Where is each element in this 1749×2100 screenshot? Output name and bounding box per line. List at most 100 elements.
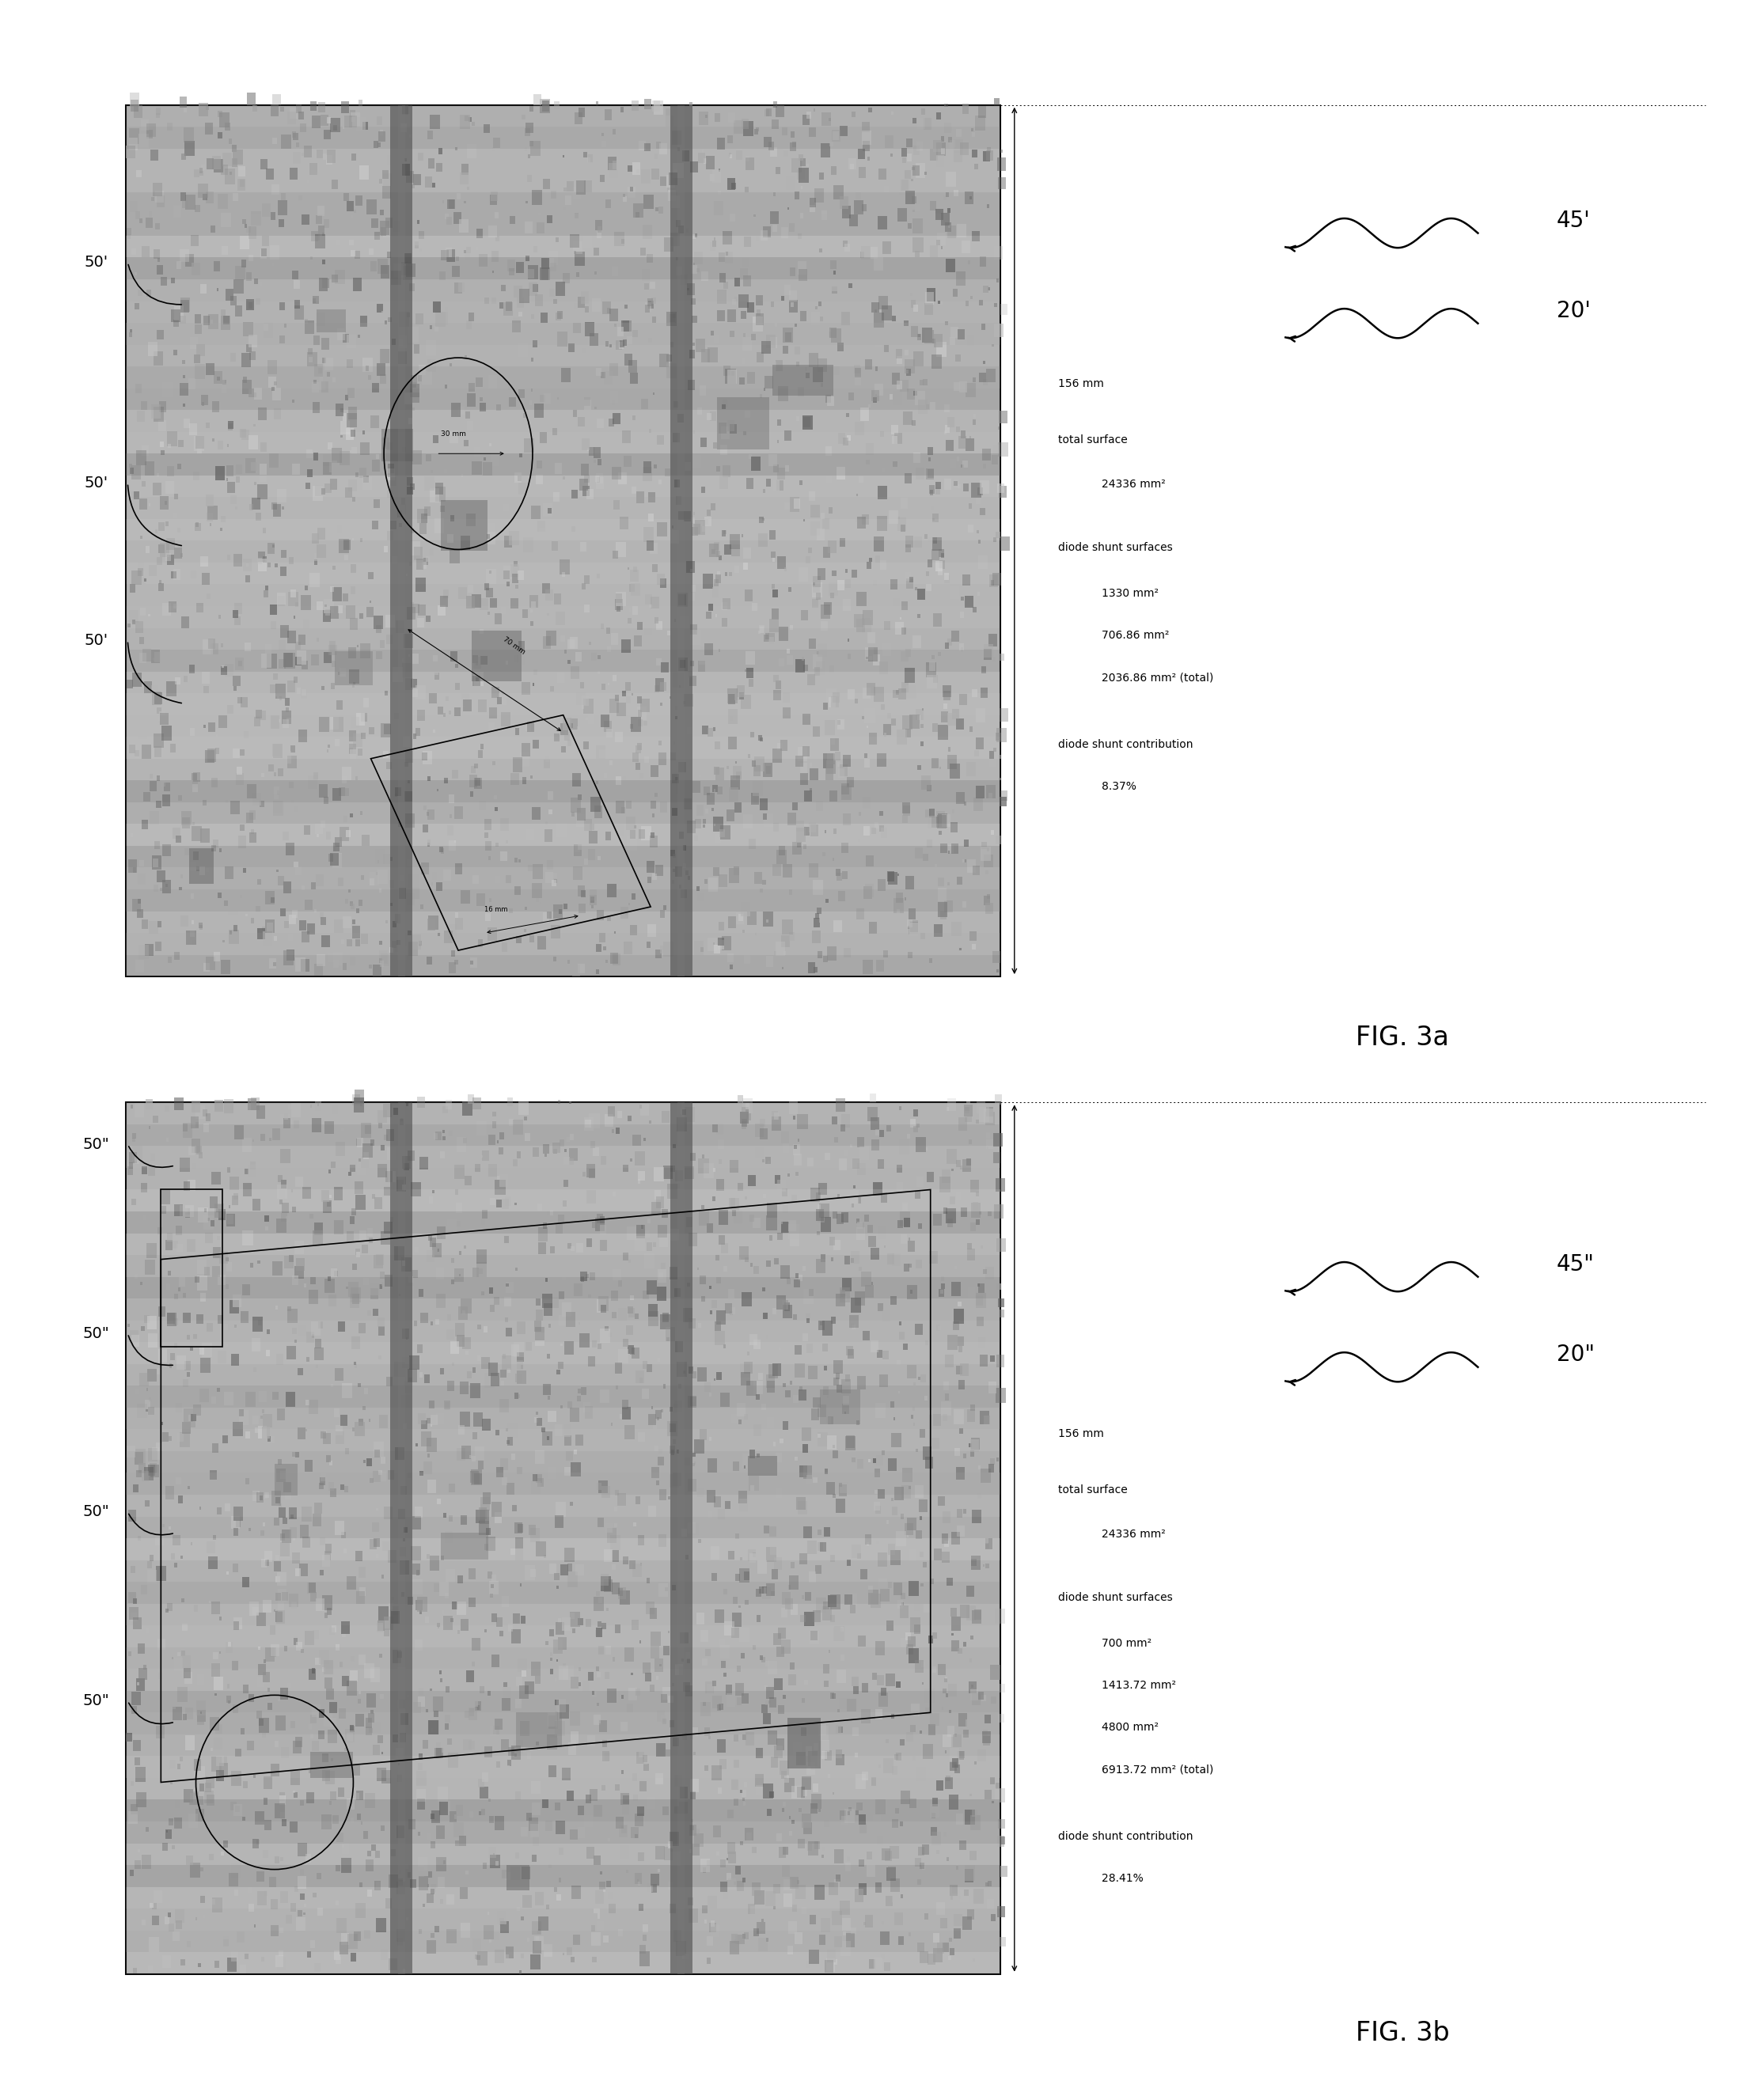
Bar [159, 401, 166, 412]
Bar [436, 483, 442, 494]
Bar [603, 773, 607, 777]
Bar [974, 1361, 981, 1371]
Bar [626, 899, 631, 905]
Bar [883, 1758, 894, 1772]
Bar [126, 758, 1000, 781]
Bar [194, 355, 199, 363]
Bar [233, 687, 236, 691]
Bar [794, 191, 799, 200]
Bar [289, 1594, 299, 1606]
Bar [775, 1176, 780, 1184]
Bar [563, 1953, 565, 1955]
Bar [869, 655, 873, 662]
Bar [916, 1531, 922, 1539]
Bar [563, 273, 570, 284]
Bar [451, 1279, 455, 1283]
Bar [899, 1140, 909, 1155]
Bar [434, 435, 439, 443]
Bar [701, 1205, 705, 1210]
Bar [983, 361, 985, 363]
Bar [881, 1922, 883, 1924]
Bar [824, 1365, 827, 1371]
Bar [157, 1348, 168, 1363]
Bar [962, 1917, 972, 1930]
Bar [371, 1667, 380, 1682]
Bar [194, 437, 205, 451]
Bar [334, 1520, 345, 1535]
Bar [248, 389, 254, 397]
Bar [619, 342, 624, 349]
Bar [315, 874, 324, 886]
Bar [656, 141, 661, 149]
Bar [348, 748, 353, 754]
Bar [262, 1413, 273, 1428]
Bar [717, 1124, 724, 1134]
Bar [647, 924, 656, 937]
Bar [693, 456, 701, 468]
Bar [301, 1894, 304, 1900]
Bar [488, 225, 497, 237]
Bar [395, 1747, 404, 1760]
Bar [275, 937, 276, 941]
Bar [936, 208, 943, 221]
Bar [612, 1564, 616, 1571]
Bar [199, 1359, 210, 1373]
Bar [621, 641, 631, 653]
Bar [960, 464, 964, 468]
Bar [894, 1418, 895, 1420]
Bar [126, 540, 1000, 563]
Bar [567, 1243, 572, 1250]
Bar [768, 634, 775, 643]
Bar [951, 1634, 953, 1636]
Bar [413, 382, 416, 388]
Bar [439, 149, 442, 153]
Bar [621, 239, 624, 244]
Bar [126, 1865, 1000, 1886]
Bar [892, 1714, 894, 1718]
Bar [862, 1331, 869, 1340]
Bar [925, 662, 936, 678]
Bar [243, 218, 247, 225]
Bar [857, 1163, 866, 1174]
Bar [817, 1432, 827, 1447]
Bar [855, 376, 861, 384]
Bar [999, 412, 1007, 422]
Bar [649, 300, 654, 309]
Bar [902, 802, 909, 813]
Bar [395, 788, 401, 796]
Bar [563, 1665, 574, 1680]
Bar [222, 380, 226, 384]
Bar [826, 769, 834, 781]
Bar [287, 718, 292, 724]
Bar [275, 1464, 297, 1495]
Bar [840, 1483, 848, 1493]
Bar [409, 384, 420, 397]
Bar [332, 855, 343, 867]
Bar [220, 517, 226, 523]
Bar [930, 1804, 939, 1817]
Bar [640, 248, 645, 256]
Bar [217, 1350, 226, 1363]
Bar [224, 1323, 227, 1331]
Bar [883, 187, 888, 191]
Bar [563, 477, 565, 481]
Bar [953, 189, 958, 197]
Bar [448, 794, 455, 802]
Bar [406, 1103, 408, 1107]
Bar [656, 573, 665, 586]
Bar [455, 960, 458, 964]
Bar [687, 1522, 696, 1533]
Bar [936, 481, 941, 489]
Bar [985, 903, 993, 914]
Bar [766, 1661, 770, 1667]
Bar [262, 1672, 269, 1682]
Bar [861, 407, 869, 422]
Bar [516, 586, 518, 588]
Bar [194, 204, 199, 212]
Bar [219, 113, 229, 128]
Bar [820, 143, 831, 158]
Bar [129, 1163, 133, 1168]
Bar [549, 687, 554, 691]
Bar [950, 1938, 951, 1943]
Bar [612, 905, 616, 909]
